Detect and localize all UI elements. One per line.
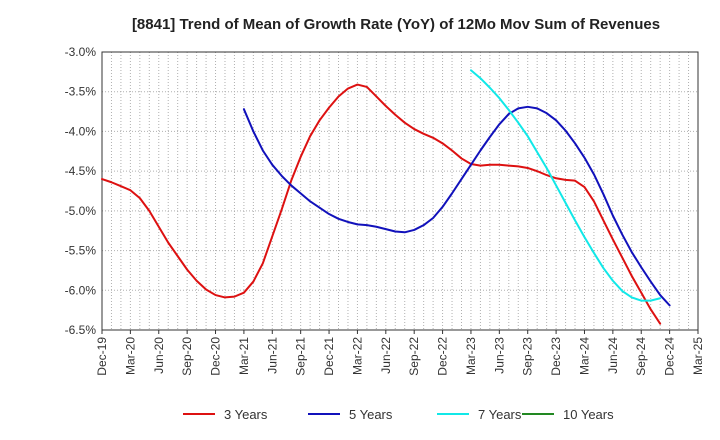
legend-label: 3 Years [224, 407, 268, 422]
legend: 3 Years 5 Years 7 Years 10 Years [183, 407, 614, 422]
legend-label: 10 Years [563, 407, 614, 422]
x-tick-label: Jun-24 [606, 337, 620, 374]
x-tick-label: Mar-25 [691, 337, 705, 375]
x-tick-label: Dec-19 [95, 337, 109, 376]
series-line-7-years [469, 69, 662, 302]
y-tick-label: -6.5% [65, 323, 97, 337]
x-tick-label: Sep-20 [180, 337, 194, 376]
y-tick-label: -5.5% [65, 244, 97, 258]
y-tick-label: -6.0% [65, 283, 97, 297]
x-tick-label: Sep-24 [634, 337, 648, 376]
x-tick-label: Jun-20 [152, 337, 166, 374]
series-line-5-years [242, 105, 671, 307]
x-tick-label: Dec-24 [663, 337, 677, 376]
y-tick-label: -3.0% [65, 45, 97, 59]
x-tick-label: Dec-21 [322, 337, 336, 376]
legend-label: 7 Years [478, 407, 522, 422]
x-tick-label: Sep-23 [521, 337, 535, 376]
series-line-3-years [101, 83, 662, 325]
x-tick-label: Jun-22 [379, 337, 393, 374]
x-tick-label: Mar-21 [237, 337, 251, 375]
y-axis-ticks: -3.0% -3.5% -4.0% -4.5% -5.0% -5.5% -6.0% -6.5% [65, 45, 97, 337]
chart-title: [8841] Trend of Mean of Growth Rate (YoY… [132, 16, 660, 33]
x-tick-label: Mar-23 [464, 337, 478, 375]
y-tick-label: -4.5% [65, 164, 97, 178]
grid-layer [102, 52, 698, 330]
x-tick-label: Mar-22 [350, 337, 364, 375]
x-tick-label: Dec-20 [209, 337, 223, 376]
x-tick-label: Dec-23 [549, 337, 563, 376]
series-layer [101, 69, 671, 325]
x-tick-label: Jun-21 [265, 337, 279, 374]
x-tick-label: Jun-23 [492, 337, 506, 374]
x-axis-ticks: Dec-19 Mar-20 Jun-20 Sep-20 Dec-20 Mar-21 Jun-… [95, 330, 705, 376]
y-tick-label: -5.0% [65, 204, 97, 218]
x-tick-label: Mar-24 [577, 337, 591, 375]
x-tick-label: Mar-20 [123, 337, 137, 375]
y-tick-label: -3.5% [65, 85, 97, 99]
x-tick-label: Sep-22 [407, 337, 421, 376]
legend-label: 5 Years [349, 407, 393, 422]
x-tick-label: Sep-21 [294, 337, 308, 376]
y-tick-label: -4.0% [65, 124, 97, 138]
x-tick-label: Dec-22 [436, 337, 450, 376]
plot-area-frame [101, 51, 699, 331]
